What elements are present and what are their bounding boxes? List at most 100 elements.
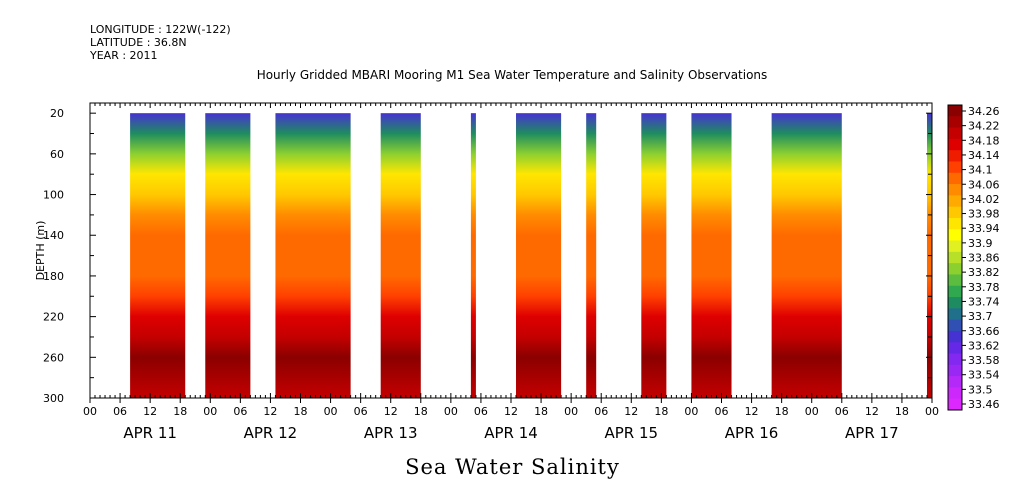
colorbar-label: 33.86	[968, 252, 1000, 265]
colorbar-label: 33.82	[968, 266, 1000, 279]
y-tick-label: 60	[50, 148, 64, 161]
colorbar-swatch	[948, 251, 962, 264]
colorbar-label: 34.06	[968, 178, 1000, 191]
day-label: APR 16	[725, 424, 779, 442]
x-tick-label: 18	[294, 405, 308, 418]
colorbar-label: 34.26	[968, 105, 1000, 118]
colorbar-swatch	[948, 161, 962, 174]
x-tick-label: 12	[384, 405, 398, 418]
colorbar-label: 33.62	[968, 339, 1000, 352]
colorbar-label: 34.14	[968, 149, 1000, 162]
colorbar-label: 34.02	[968, 193, 1000, 206]
x-tick-label: 06	[233, 405, 247, 418]
day-label: APR 12	[244, 424, 298, 442]
data-segment	[586, 113, 597, 398]
colorbar-label: 33.7	[968, 310, 993, 323]
colorbar-label: 33.9	[968, 237, 993, 250]
colorbar-swatch	[948, 150, 962, 162]
data-segment	[380, 113, 421, 398]
y-tick-label: 180	[43, 270, 64, 283]
colorbar-swatch	[948, 195, 962, 208]
colorbar-label: 33.94	[968, 222, 1000, 235]
data-segment	[641, 113, 667, 398]
y-tick-label: 20	[50, 107, 64, 120]
data-segment	[691, 113, 732, 398]
colorbar-swatch	[948, 297, 962, 309]
variable-label: Sea Water Salinity	[405, 455, 620, 479]
day-label: APR 17	[845, 424, 899, 442]
y-axis-label: DEPTH (m)	[34, 221, 47, 281]
colorbar-swatch	[948, 217, 962, 230]
colorbar-label: 33.5	[968, 383, 993, 396]
latitude-label: LATITUDE : 36.8N	[90, 36, 187, 49]
colorbar-swatch	[948, 116, 962, 129]
colorbar-label: 33.78	[968, 281, 1000, 294]
colorbar-label: 33.46	[968, 398, 1000, 411]
x-tick-label: 00	[444, 405, 458, 418]
data-segment	[130, 113, 186, 398]
colorbar-swatch	[948, 353, 962, 366]
x-tick-label: 00	[925, 405, 939, 418]
day-label: APR 13	[364, 424, 418, 442]
colorbar-swatch	[948, 229, 962, 242]
colorbar-swatch	[948, 308, 962, 321]
colorbar-swatch	[948, 206, 962, 219]
x-tick-label: 06	[715, 405, 729, 418]
longitude-label: LONGITUDE : 122W(-122)	[90, 23, 231, 36]
colorbar-label: 33.54	[968, 369, 1000, 382]
colorbar-swatch	[948, 127, 962, 140]
x-tick-label: 06	[474, 405, 488, 418]
day-label: APR 14	[484, 424, 538, 442]
colorbar-label: 34.22	[968, 120, 1000, 133]
colorbar-swatch	[948, 274, 962, 287]
x-tick-label: 18	[775, 405, 789, 418]
day-label: APR 15	[604, 424, 658, 442]
colorbar-swatch	[948, 319, 962, 332]
data-segment	[516, 113, 562, 398]
x-tick-label: 18	[895, 405, 909, 418]
day-label: APR 11	[123, 424, 177, 442]
x-tick-label: 18	[534, 405, 548, 418]
x-tick-label: 06	[594, 405, 608, 418]
y-tick-label: 140	[43, 229, 64, 242]
x-tick-label: 00	[805, 405, 819, 418]
data-segment	[205, 113, 251, 398]
x-tick-label: 18	[414, 405, 428, 418]
x-tick-label: 12	[504, 405, 518, 418]
x-tick-label: 12	[263, 405, 277, 418]
colorbar-label: 34.1	[968, 164, 993, 177]
colorbar-swatch	[948, 376, 962, 388]
y-tick-label: 100	[43, 189, 64, 202]
colorbar-swatch	[948, 263, 962, 275]
colorbar-label: 33.98	[968, 208, 1000, 221]
data-segment	[771, 113, 842, 398]
x-tick-label: 06	[354, 405, 368, 418]
colorbar-swatch	[948, 364, 962, 377]
x-tick-label: 06	[113, 405, 127, 418]
colorbar-swatch	[948, 285, 962, 298]
data-segment	[275, 113, 351, 398]
year-label: YEAR : 2011	[90, 49, 158, 62]
y-tick-label: 220	[43, 311, 64, 324]
x-tick-label: 18	[654, 405, 668, 418]
colorbar-swatch	[948, 330, 962, 343]
chart-title: Hourly Gridded MBARI Mooring M1 Sea Wate…	[256, 68, 768, 82]
x-tick-label: 12	[143, 405, 157, 418]
x-tick-label: 12	[745, 405, 759, 418]
y-tick-label: 300	[43, 392, 64, 405]
x-tick-label: 12	[865, 405, 879, 418]
data-segment	[470, 113, 476, 398]
x-tick-label: 18	[173, 405, 187, 418]
colorbar-swatch	[948, 387, 962, 400]
colorbar-swatch	[948, 184, 962, 196]
colorbar-swatch	[948, 240, 962, 253]
x-tick-label: 06	[835, 405, 849, 418]
colorbar-label: 33.58	[968, 354, 1000, 367]
colorbar-label: 33.66	[968, 325, 1000, 338]
x-tick-label: 00	[324, 405, 338, 418]
x-tick-label: 00	[83, 405, 97, 418]
colorbar-swatch	[948, 398, 962, 411]
x-tick-label: 00	[203, 405, 217, 418]
colorbar-swatch	[948, 172, 962, 185]
x-tick-label: 00	[564, 405, 578, 418]
